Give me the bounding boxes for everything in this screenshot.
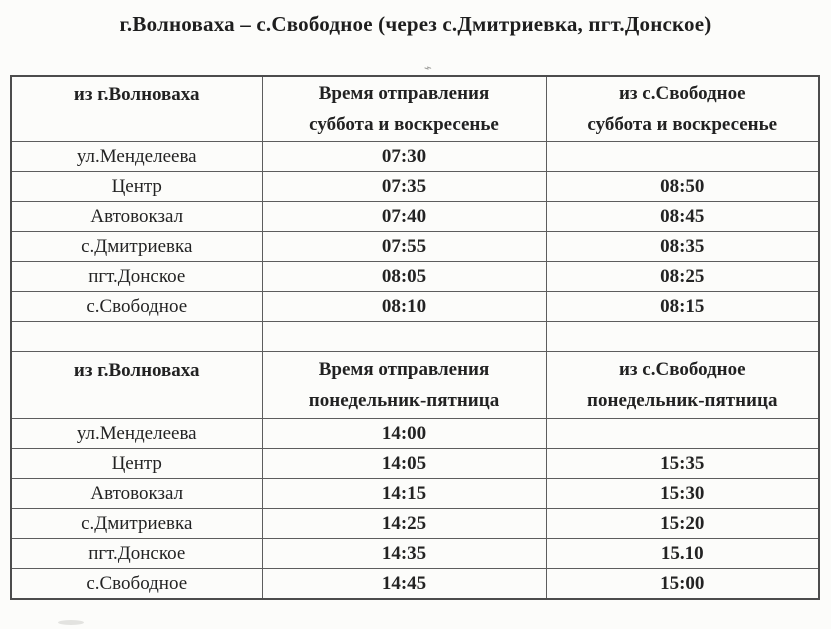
depart-time-cell: 14:05 (261, 448, 547, 479)
table-header-weekday: из г.Волноваха Время отправления понедел… (10, 351, 820, 419)
header-return-line1: из с.Свободное (618, 359, 746, 380)
return-time-cell: 08:45 (545, 201, 820, 232)
table-row: Автовокзал 07:40 08:45 (10, 201, 820, 232)
header-departure-line1: Время отправления (318, 83, 490, 104)
stop-cell: с.Дмитриевка (10, 231, 263, 262)
header-departure-line2: понедельник-пятница (308, 390, 500, 411)
return-time-cell (545, 418, 820, 449)
depart-time-cell: 14:35 (261, 538, 547, 569)
return-time-cell: 15.10 (545, 538, 820, 569)
header-return-weekday: из с.Свободное понедельник-пятница (545, 351, 820, 419)
stop-cell: ул.Менделеева (10, 141, 263, 172)
table-row: ул.Менделеева 14:00 (10, 418, 820, 449)
return-time-cell: 15:00 (545, 568, 820, 600)
depart-time-cell: 14:15 (261, 478, 547, 509)
stop-cell: Автовокзал (10, 478, 263, 509)
header-return-weekend: из с.Свободное суббота и воскресенье (545, 75, 820, 142)
stop-cell: пгт.Донское (10, 261, 263, 292)
page-title: г.Волноваха – с.Свободное (через с.Дмитр… (119, 12, 712, 36)
depart-time-cell: 14:25 (261, 508, 547, 539)
header-from-city: из г.Волноваха (10, 75, 263, 142)
stop-cell: пгт.Донское (10, 538, 263, 569)
table-row: Центр 07:35 08:50 (10, 171, 820, 202)
stop-cell: ул.Менделеева (10, 418, 263, 449)
header-departure-line1: Время отправления (318, 359, 490, 380)
return-time-cell: 15:30 (545, 478, 820, 509)
return-time-cell: 08:15 (545, 291, 820, 322)
header-departure-weekday: Время отправления понедельник-пятница (261, 351, 547, 419)
empty-cell (10, 321, 263, 352)
return-time-cell: 08:50 (545, 171, 820, 202)
return-time-cell: 15:35 (545, 448, 820, 479)
return-time-cell: 15:20 (545, 508, 820, 539)
header-return-line2: понедельник-пятница (587, 390, 778, 411)
spacer-row (10, 321, 820, 352)
table-header-weekend: из г.Волноваха Время отправления суббота… (10, 75, 820, 142)
depart-time-cell: 14:45 (261, 568, 547, 600)
depart-time-cell: 07:35 (261, 171, 547, 202)
table-row: с.Свободное 14:45 15:00 (10, 568, 820, 600)
stop-cell: Автовокзал (10, 201, 263, 232)
empty-cell (545, 321, 820, 352)
stop-cell: с.Дмитриевка (10, 508, 263, 539)
header-departure-line2: суббота и воскресенье (309, 114, 499, 135)
header-from-city-label: из г.Волноваха (73, 83, 200, 105)
table-row: с.Дмитриевка 07:55 08:35 (10, 231, 820, 262)
table-row: ул.Менделеева 07:30 (10, 141, 820, 172)
header-departure-weekend: Время отправления суббота и воскресенье (261, 75, 547, 142)
depart-time-cell: 07:40 (261, 201, 547, 232)
table-row: пгт.Донское 14:35 15.10 (10, 538, 820, 569)
stop-cell: с.Свободное (10, 568, 263, 600)
depart-time-cell: 08:10 (261, 291, 547, 322)
return-time-cell (545, 141, 820, 172)
stop-cell: с.Свободное (10, 291, 263, 322)
table-row: с.Дмитриевка 14:25 15:20 (10, 508, 820, 539)
table-row: пгт.Донское 08:05 08:25 (10, 261, 820, 292)
return-time-cell: 08:25 (545, 261, 820, 292)
header-return-line2: суббота и воскресенье (587, 114, 778, 135)
scan-smudge (58, 620, 84, 625)
depart-time-cell: 07:30 (261, 141, 547, 172)
table-row: Центр 14:05 15:35 (10, 448, 820, 479)
table-row: с.Свободное 08:10 08:15 (10, 291, 820, 322)
stop-cell: Центр (10, 171, 263, 202)
header-from-city-label: из г.Волноваха (73, 359, 200, 381)
bus-timetable: из г.Волноваха Время отправления суббота… (10, 75, 820, 600)
header-from-city: из г.Волноваха (10, 351, 263, 419)
table-row: Автовокзал 14:15 15:30 (10, 478, 820, 509)
header-return-line1: из с.Свободное (618, 83, 746, 104)
depart-time-cell: 07:55 (261, 231, 547, 262)
empty-cell (261, 321, 547, 352)
depart-time-cell: 14:00 (261, 418, 547, 449)
stop-cell: Центр (10, 448, 263, 479)
depart-time-cell: 08:05 (261, 261, 547, 292)
return-time-cell: 08:35 (545, 231, 820, 262)
